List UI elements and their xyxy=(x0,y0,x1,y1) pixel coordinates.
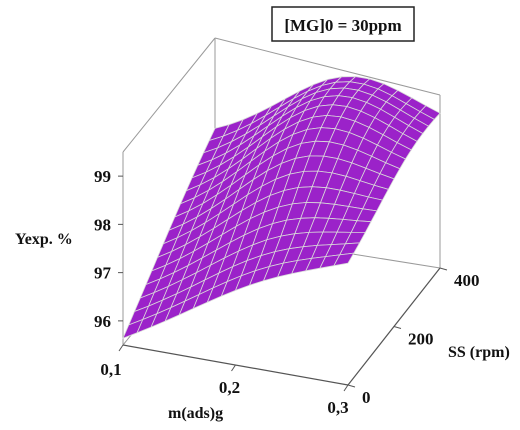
axis-ticks: 96 97 98 99 0,1 0,2 0,3 0 200 400 xyxy=(94,167,480,417)
y-tick-label: 400 xyxy=(454,271,480,290)
y-tick-label: 200 xyxy=(408,330,434,349)
x-axis-title: m(ads)g xyxy=(168,405,223,422)
y-tick-label: 0 xyxy=(362,388,371,407)
tick-mark xyxy=(343,384,349,392)
tick-mark xyxy=(439,267,448,271)
z-tick-label: 96 xyxy=(94,312,111,331)
tick-mark xyxy=(347,384,356,388)
z-tick-label: 99 xyxy=(94,167,111,186)
x-tick-label: 0,2 xyxy=(219,378,240,397)
z-tick-label: 98 xyxy=(94,215,111,234)
legend-text: [MG]0 = 30ppm xyxy=(284,16,401,35)
response-surface xyxy=(122,76,441,339)
z-tick-label: 97 xyxy=(94,264,112,283)
x-tick-label: 0,3 xyxy=(327,398,348,417)
surface-cell xyxy=(333,252,355,267)
tick-mark xyxy=(231,364,236,372)
back-top-edge-right xyxy=(214,37,441,96)
tick-mark xyxy=(118,344,124,352)
tick-mark xyxy=(393,326,402,329)
legend-box xyxy=(271,6,415,42)
z-axis-title: Yexp. % xyxy=(15,231,73,248)
legend: [MG]0 = 30ppm xyxy=(271,6,415,42)
x-tick-label: 0,1 xyxy=(100,360,121,379)
y-axis-title: SS (rpm) xyxy=(448,344,510,361)
back-top-edge-left xyxy=(122,37,216,153)
